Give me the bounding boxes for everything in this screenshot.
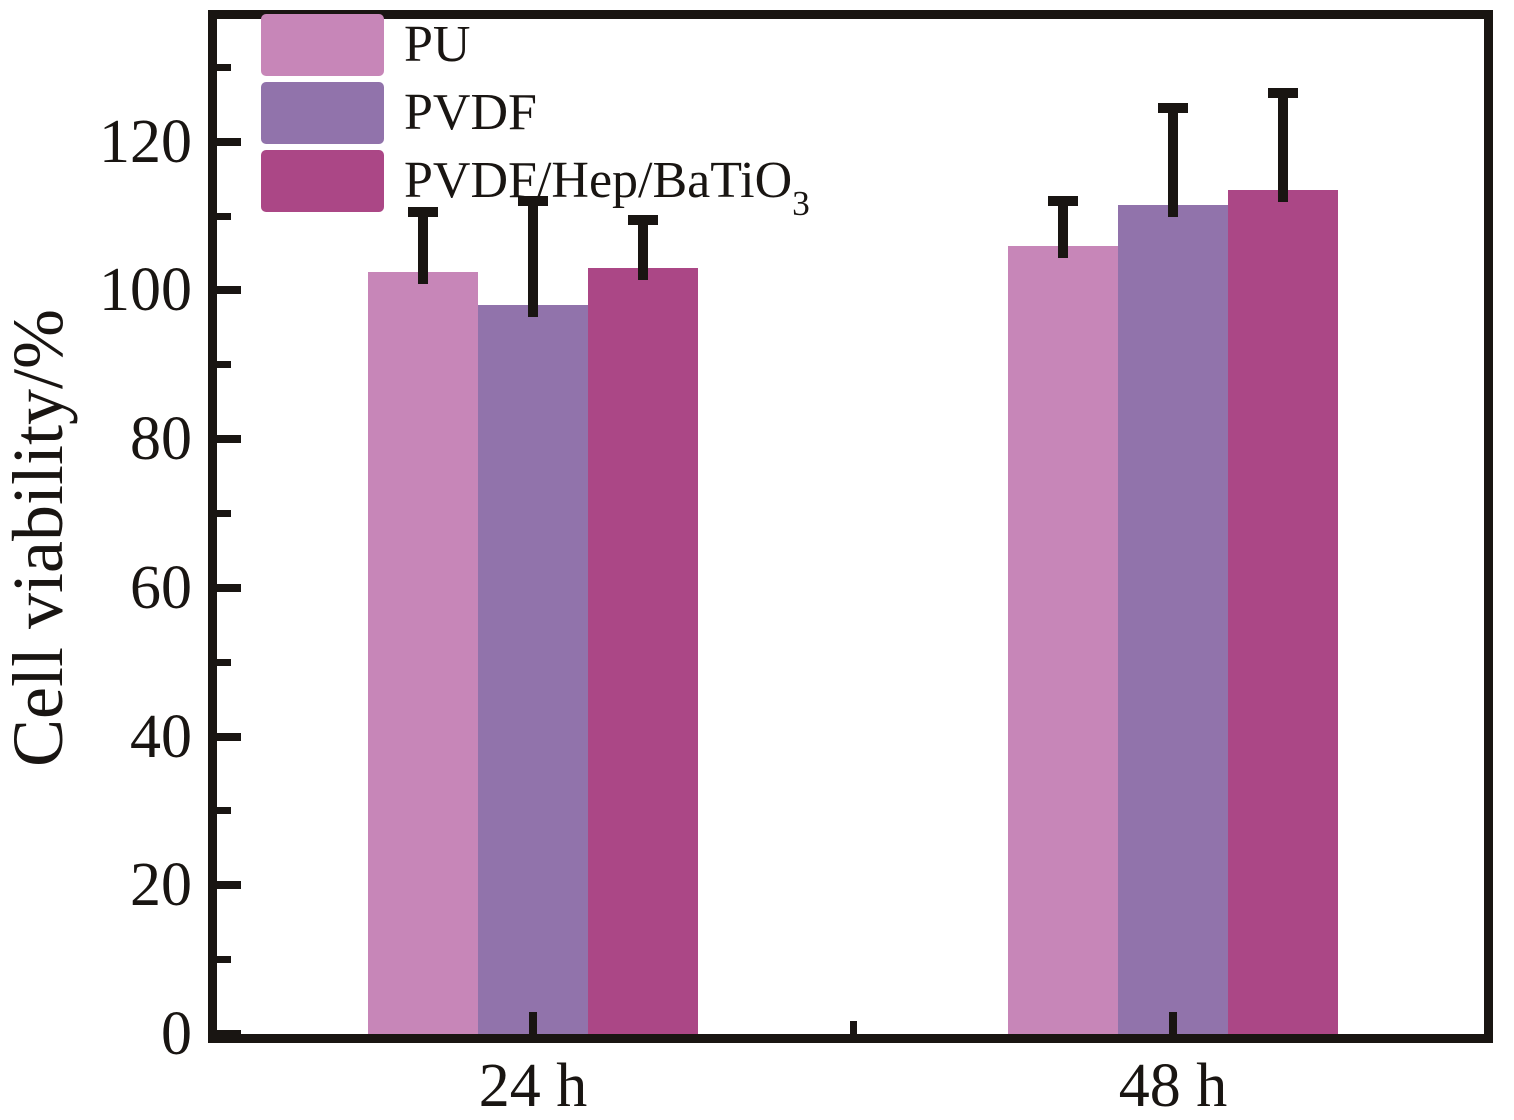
error-bar-stem bbox=[528, 201, 538, 318]
error-bar-cap bbox=[518, 196, 548, 207]
legend-swatch-pu bbox=[261, 14, 384, 76]
bar-pvdf-48h bbox=[1118, 204, 1228, 1034]
y-axis-major-tick bbox=[217, 137, 241, 146]
y-axis-major-tick bbox=[217, 732, 241, 741]
error-bar-cap bbox=[628, 214, 658, 225]
error-bar-stem bbox=[1278, 93, 1288, 202]
y-tick-label: 40 bbox=[130, 702, 192, 771]
y-tick-label: 0 bbox=[161, 1000, 192, 1068]
legend-swatch-pvdf-hep-batio3 bbox=[261, 150, 384, 212]
y-tick-label: 60 bbox=[130, 553, 192, 622]
y-axis-major-tick bbox=[217, 583, 241, 592]
bar-pu-24h bbox=[368, 271, 478, 1034]
y-axis-minor-tick bbox=[217, 63, 231, 71]
error-bar-stem bbox=[418, 212, 428, 284]
legend-label-pu: PU bbox=[404, 16, 470, 74]
error-bar-cap bbox=[408, 207, 438, 218]
y-axis-minor-tick bbox=[217, 361, 231, 369]
y-tick-label: 80 bbox=[130, 405, 192, 474]
y-axis-major-tick bbox=[217, 435, 241, 444]
legend-label-text: PVDF bbox=[404, 84, 537, 141]
x-axis-major-tick bbox=[1169, 1012, 1177, 1034]
error-bar-cap bbox=[1048, 196, 1078, 207]
legend-label-pvdf-hep-batio3: PVDF/Hep/BaTiO3 bbox=[404, 152, 810, 220]
bar-pvdf-hep-batio3-24h bbox=[588, 268, 698, 1034]
x-tick-label-24h: 24 h bbox=[478, 1052, 588, 1120]
error-bar-stem bbox=[1058, 201, 1068, 258]
y-tick-label: 120 bbox=[99, 107, 192, 176]
y-axis-major-tick bbox=[217, 881, 241, 890]
bar-pu-48h bbox=[1008, 245, 1118, 1034]
bar-pvdf-24h bbox=[478, 305, 588, 1034]
legend-label-text: PVDF/Hep/BaTiO bbox=[404, 152, 793, 209]
error-bar-cap bbox=[1158, 103, 1188, 114]
x-axis-minor-tick bbox=[849, 1021, 857, 1034]
x-tick-label-48h: 48 h bbox=[1118, 1052, 1228, 1120]
y-axis-minor-tick bbox=[217, 956, 231, 964]
plot-frame bbox=[208, 10, 1493, 1043]
y-axis-major-tick bbox=[217, 1030, 241, 1038]
legend-label-subscript: 3 bbox=[792, 182, 810, 223]
x-axis-major-tick bbox=[529, 1012, 537, 1034]
y-tick-label: 20 bbox=[130, 851, 192, 920]
y-axis-minor-tick bbox=[217, 807, 231, 815]
y-axis-major-tick bbox=[217, 286, 241, 295]
y-axis-minor-tick bbox=[217, 509, 231, 517]
error-bar-stem bbox=[638, 219, 648, 281]
y-axis-minor-tick bbox=[217, 658, 231, 666]
y-tick-label: 100 bbox=[99, 256, 192, 325]
legend-label-pvdf: PVDF bbox=[404, 84, 537, 142]
legend-label-text: PU bbox=[404, 16, 471, 73]
error-bar-stem bbox=[1168, 108, 1178, 217]
y-axis-minor-tick bbox=[217, 212, 231, 220]
legend-swatch-pvdf bbox=[261, 82, 384, 144]
bar-pvdf-hep-batio3-48h bbox=[1228, 190, 1338, 1034]
error-bar-cap bbox=[1268, 88, 1298, 99]
